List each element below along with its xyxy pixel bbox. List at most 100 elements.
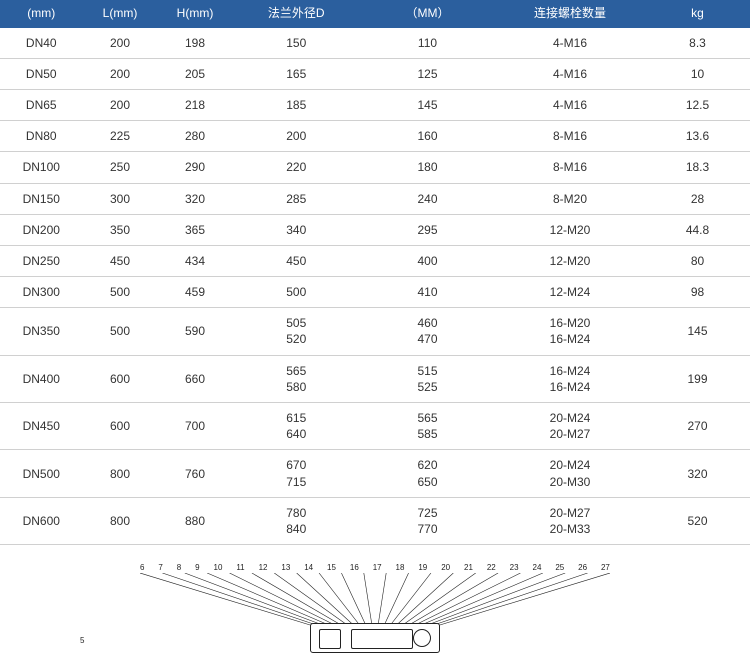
col-header: (mm) bbox=[0, 0, 83, 28]
table-cell: 16-M2016-M24 bbox=[495, 308, 645, 355]
table-row: DN1002502902201808-M1618.3 bbox=[0, 152, 750, 183]
table-cell: 18.3 bbox=[645, 152, 750, 183]
table-cell: 4-M16 bbox=[495, 58, 645, 89]
spec-table: (mm)L(mm)H(mm)法兰外径D（MM）连接螺栓数量kg DN402001… bbox=[0, 0, 750, 545]
table-cell: 200 bbox=[83, 28, 158, 59]
table-cell: 880 bbox=[158, 497, 233, 544]
table-cell: 180 bbox=[360, 152, 495, 183]
callout-number: 6 bbox=[140, 563, 144, 572]
table-row: DN35050059050552046047016-M2016-M24145 bbox=[0, 308, 750, 355]
table-cell: 450 bbox=[233, 245, 361, 276]
callout-number: 15 bbox=[327, 563, 336, 572]
table-cell: 620650 bbox=[360, 450, 495, 497]
table-row: DN50080076067071562065020-M2420-M30320 bbox=[0, 450, 750, 497]
table-row: DN60080088078084072577020-M2720-M33520 bbox=[0, 497, 750, 544]
table-row: DN802252802001608-M1613.6 bbox=[0, 121, 750, 152]
table-cell: DN80 bbox=[0, 121, 83, 152]
table-cell: DN40 bbox=[0, 28, 83, 59]
table-cell: 8-M16 bbox=[495, 121, 645, 152]
table-cell: 12-M20 bbox=[495, 214, 645, 245]
table-cell: 218 bbox=[158, 89, 233, 120]
table-cell: 290 bbox=[158, 152, 233, 183]
table-cell: 800 bbox=[83, 450, 158, 497]
callout-number: 8 bbox=[177, 563, 181, 572]
table-cell: 198 bbox=[158, 28, 233, 59]
table-cell: 12-M24 bbox=[495, 277, 645, 308]
table-cell: 20-M2420-M27 bbox=[495, 403, 645, 450]
table-cell: 16-M2416-M24 bbox=[495, 355, 645, 402]
table-cell: DN50 bbox=[0, 58, 83, 89]
table-cell: 145 bbox=[360, 89, 495, 120]
table-cell: 320 bbox=[645, 450, 750, 497]
table-cell: 500 bbox=[233, 277, 361, 308]
table-cell: 700 bbox=[158, 403, 233, 450]
table-cell: DN450 bbox=[0, 403, 83, 450]
table-cell: 500 bbox=[83, 277, 158, 308]
table-cell: DN500 bbox=[0, 450, 83, 497]
callout-number: 12 bbox=[259, 563, 268, 572]
callout-number: 20 bbox=[441, 563, 450, 572]
table-cell: 8.3 bbox=[645, 28, 750, 59]
table-cell: 165 bbox=[233, 58, 361, 89]
table-cell: 500 bbox=[83, 308, 158, 355]
table-cell: 350 bbox=[83, 214, 158, 245]
callout-number: 16 bbox=[350, 563, 359, 572]
table-cell: DN300 bbox=[0, 277, 83, 308]
table-cell: 660 bbox=[158, 355, 233, 402]
callout-number: 11 bbox=[236, 563, 244, 572]
callout-number: 9 bbox=[195, 563, 199, 572]
col-header: 连接螺栓数量 bbox=[495, 0, 645, 28]
table-row: DN652002181851454-M1612.5 bbox=[0, 89, 750, 120]
table-cell: 125 bbox=[360, 58, 495, 89]
table-row: DN45060070061564056558520-M2420-M27270 bbox=[0, 403, 750, 450]
table-cell: 200 bbox=[233, 121, 361, 152]
table-cell: 160 bbox=[360, 121, 495, 152]
callout-lines bbox=[140, 573, 610, 628]
table-cell: 4-M16 bbox=[495, 28, 645, 59]
table-cell: 145 bbox=[645, 308, 750, 355]
table-cell: 150 bbox=[233, 28, 361, 59]
table-header-row: (mm)L(mm)H(mm)法兰外径D（MM）连接螺栓数量kg bbox=[0, 0, 750, 28]
table-cell: 110 bbox=[360, 28, 495, 59]
table-cell: 280 bbox=[158, 121, 233, 152]
table-cell: 250 bbox=[83, 152, 158, 183]
table-cell: 220 bbox=[233, 152, 361, 183]
table-cell: 8-M16 bbox=[495, 152, 645, 183]
callout-number: 22 bbox=[487, 563, 496, 572]
table-cell: 205 bbox=[158, 58, 233, 89]
table-cell: 434 bbox=[158, 245, 233, 276]
table-cell: 800 bbox=[83, 497, 158, 544]
table-cell: DN600 bbox=[0, 497, 83, 544]
table-cell: 44.8 bbox=[645, 214, 750, 245]
callout-number: 18 bbox=[396, 563, 405, 572]
table-row: DN502002051651254-M1610 bbox=[0, 58, 750, 89]
table-cell: 520 bbox=[645, 497, 750, 544]
callout-number: 26 bbox=[578, 563, 587, 572]
device-drawing bbox=[310, 623, 440, 653]
callout-numbers: 6789101112131415161718192021222324252627 bbox=[140, 563, 610, 572]
col-header: L(mm) bbox=[83, 0, 158, 28]
callout-number: 13 bbox=[281, 563, 290, 572]
table-cell: 320 bbox=[158, 183, 233, 214]
callout-number: 24 bbox=[533, 563, 542, 572]
callout-number: 25 bbox=[555, 563, 564, 572]
table-row: DN25045043445040012-M2080 bbox=[0, 245, 750, 276]
table-cell: 225 bbox=[83, 121, 158, 152]
table-cell: DN350 bbox=[0, 308, 83, 355]
callout-number: 14 bbox=[304, 563, 313, 572]
table-cell: 28 bbox=[645, 183, 750, 214]
table-row: DN40060066056558051552516-M2416-M24199 bbox=[0, 355, 750, 402]
callout-number: 21 bbox=[464, 563, 473, 572]
table-cell: 460470 bbox=[360, 308, 495, 355]
table-cell: 505520 bbox=[233, 308, 361, 355]
table-cell: 600 bbox=[83, 403, 158, 450]
table-cell: 12.5 bbox=[645, 89, 750, 120]
col-header: kg bbox=[645, 0, 750, 28]
table-cell: 410 bbox=[360, 277, 495, 308]
callout-number: 17 bbox=[373, 563, 382, 572]
table-cell: 4-M16 bbox=[495, 89, 645, 120]
table-body: DN402001981501104-M168.3DN50200205165125… bbox=[0, 28, 750, 545]
table-cell: 725770 bbox=[360, 497, 495, 544]
table-cell: 199 bbox=[645, 355, 750, 402]
table-cell: 80 bbox=[645, 245, 750, 276]
